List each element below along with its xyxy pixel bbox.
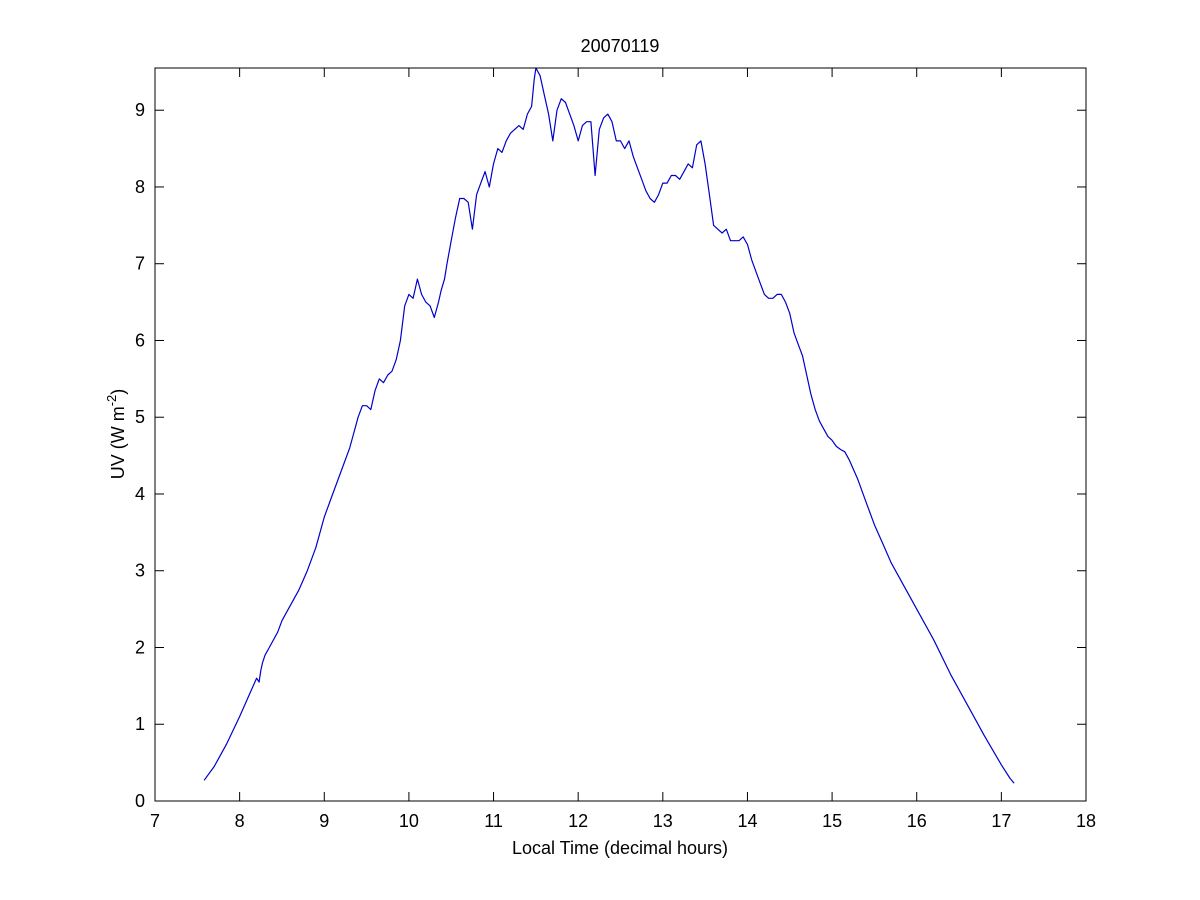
x-tick-label: 12 <box>568 811 588 831</box>
y-tick-label: 4 <box>135 484 145 504</box>
y-tick-label: 8 <box>135 177 145 197</box>
x-tick-label: 17 <box>991 811 1011 831</box>
y-axis-label-main: UV (W m <box>108 406 128 479</box>
chart-title: 20070119 <box>581 36 660 56</box>
x-tick-label: 13 <box>653 811 673 831</box>
axes-box <box>154 67 1087 802</box>
y-tick-label: 3 <box>135 561 145 581</box>
x-tick-label: 15 <box>822 811 842 831</box>
y-axis-label-close: ) <box>108 389 128 395</box>
y-tick-label: 1 <box>135 714 145 734</box>
y-tick-label: 6 <box>135 330 145 350</box>
y-tick-label: 9 <box>135 100 145 120</box>
y-tick-label: 5 <box>135 407 145 427</box>
y-tick-label: 2 <box>135 637 145 657</box>
x-tick-label: 10 <box>399 811 419 831</box>
y-axis-label: UV (W m-2) <box>104 389 128 480</box>
x-tick-label: 8 <box>235 811 245 831</box>
x-tick-label: 16 <box>907 811 927 831</box>
x-tick-label: 9 <box>319 811 329 831</box>
x-axis-label: Local Time (decimal hours) <box>512 838 728 858</box>
x-tick-label: 14 <box>737 811 757 831</box>
x-tick-label: 18 <box>1076 811 1096 831</box>
y-tick-label: 0 <box>135 791 145 811</box>
y-tick-label: 7 <box>135 254 145 274</box>
x-tick-label: 11 <box>484 811 503 831</box>
y-axis-label-superscript: -2 <box>104 395 119 407</box>
x-tick-label: 7 <box>150 811 160 831</box>
uv-series-line <box>203 67 1015 784</box>
